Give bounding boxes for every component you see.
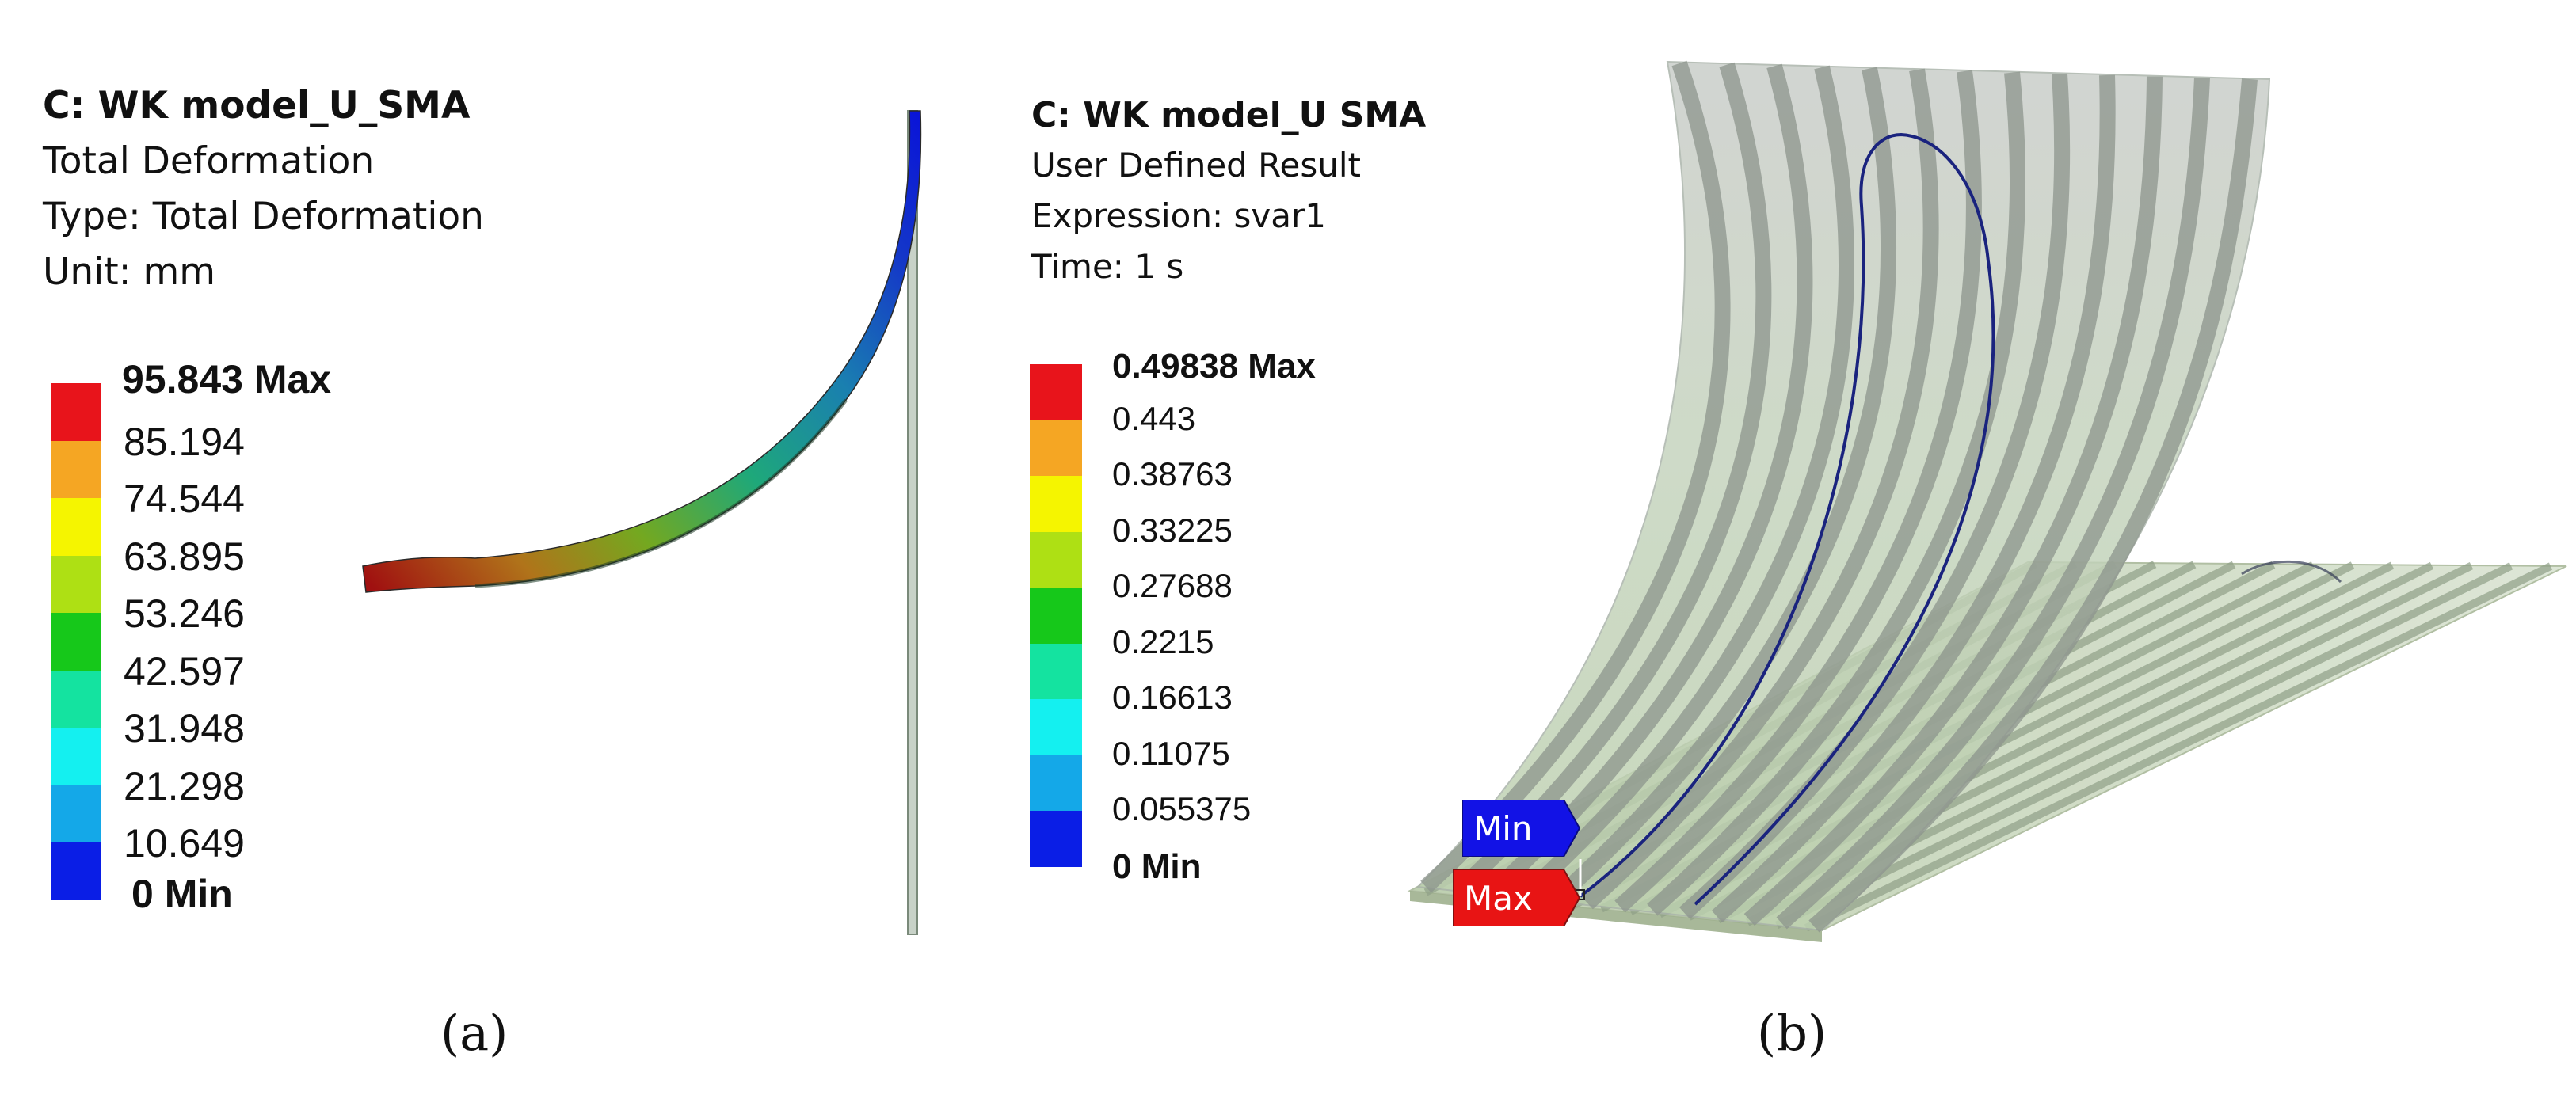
sheet-stripe bbox=[1453, 62, 1772, 896]
legend-value: 21.298 bbox=[124, 763, 245, 808]
max-probe-tag: Max bbox=[1453, 869, 1581, 926]
legend-swatch bbox=[1030, 643, 1082, 699]
panel-a-result-name: Total Deformation bbox=[43, 139, 375, 183]
panel-a-unit: Unit: mm bbox=[43, 250, 216, 294]
legend-swatch bbox=[51, 613, 101, 671]
panel-b-label: (b) bbox=[1757, 1004, 1827, 1062]
sma-wire-shadow bbox=[2241, 560, 2342, 584]
min-probe-tag: Min bbox=[1462, 800, 1581, 857]
legend-swatch bbox=[51, 555, 101, 613]
panel-b-legend-max: 0.49838 Max bbox=[1112, 347, 1316, 386]
sheet-stripe bbox=[1711, 74, 2116, 922]
legend-value: 63.895 bbox=[124, 534, 245, 579]
min-tag-label: Min bbox=[1473, 809, 1533, 848]
legend-swatch bbox=[1030, 811, 1082, 867]
panel-b-time: Time: 1 s bbox=[1031, 247, 1184, 286]
floor-stripe bbox=[1804, 562, 2553, 932]
panel-a-label: (a) bbox=[440, 1004, 509, 1062]
sheet-stripe bbox=[1549, 67, 1896, 907]
sheet-stripe bbox=[1743, 76, 2163, 926]
legend-swatch bbox=[51, 785, 101, 842]
legend-swatch bbox=[1030, 755, 1082, 811]
legend-swatch bbox=[1030, 476, 1082, 532]
panel-b-result-name: User Defined Result bbox=[1031, 146, 1361, 184]
panel-a-legend-min: 0 Min bbox=[131, 872, 233, 916]
legend-value: 0.055375 bbox=[1112, 790, 1252, 827]
max-tag-label: Max bbox=[1464, 879, 1533, 918]
panel-b-legend-min: 0 Min bbox=[1112, 847, 1202, 886]
legend-value: 42.597 bbox=[124, 648, 245, 694]
panel-a-type: Type: Total Deformation bbox=[43, 195, 484, 238]
panel-a-model-title: C: WK model_U_SMA bbox=[43, 84, 471, 127]
legend-value: 0.11075 bbox=[1112, 734, 1230, 772]
legend-swatch bbox=[51, 842, 101, 900]
legend-swatch bbox=[1030, 531, 1082, 588]
panel-b-expression: Expression: svar1 bbox=[1031, 196, 1326, 235]
legend-value: 53.246 bbox=[124, 591, 245, 636]
legend-swatch bbox=[1030, 588, 1082, 644]
legend-value: 74.544 bbox=[124, 477, 245, 521]
sheet-stripe bbox=[1517, 65, 1855, 903]
floor-stripe bbox=[1774, 562, 2513, 930]
legend-value: 0.27688 bbox=[1112, 567, 1233, 604]
panel-a-legend-max: 95.843 Max bbox=[122, 357, 332, 401]
legend-value: 0.16613 bbox=[1112, 679, 1233, 716]
legend-swatch bbox=[51, 383, 101, 441]
legend-value: 0.38763 bbox=[1112, 455, 1233, 492]
legend-swatch bbox=[1030, 420, 1082, 476]
sheet-stripe bbox=[1679, 73, 2071, 919]
legend-swatch bbox=[51, 440, 101, 498]
sheet-stripe bbox=[1484, 63, 1813, 899]
legend-value: 31.948 bbox=[124, 706, 245, 751]
legend-swatch bbox=[1030, 699, 1082, 755]
legend-value: 0.2215 bbox=[1112, 622, 1214, 660]
sheet-stripe bbox=[1808, 78, 2258, 933]
sheet-stripe bbox=[1647, 71, 2025, 916]
legend-value: 10.649 bbox=[124, 821, 245, 865]
panel-b-model-title: C: WK model_U SMA bbox=[1031, 95, 1427, 135]
legend-swatch bbox=[51, 670, 101, 728]
legend-value: 0.33225 bbox=[1112, 511, 1233, 549]
legend-value: 85.194 bbox=[124, 419, 245, 464]
legend-swatch bbox=[51, 498, 101, 556]
legend-value: 0.443 bbox=[1112, 399, 1196, 437]
legend-swatch bbox=[51, 728, 101, 785]
sma-wire-loop bbox=[1579, 132, 1995, 906]
sheet-stripe bbox=[1420, 60, 1731, 893]
legend-swatch bbox=[1030, 364, 1082, 420]
sheet-stripe bbox=[1776, 77, 2210, 930]
curved-sheet-stripes bbox=[1420, 60, 2258, 933]
sheet-stripe bbox=[1582, 68, 1939, 910]
